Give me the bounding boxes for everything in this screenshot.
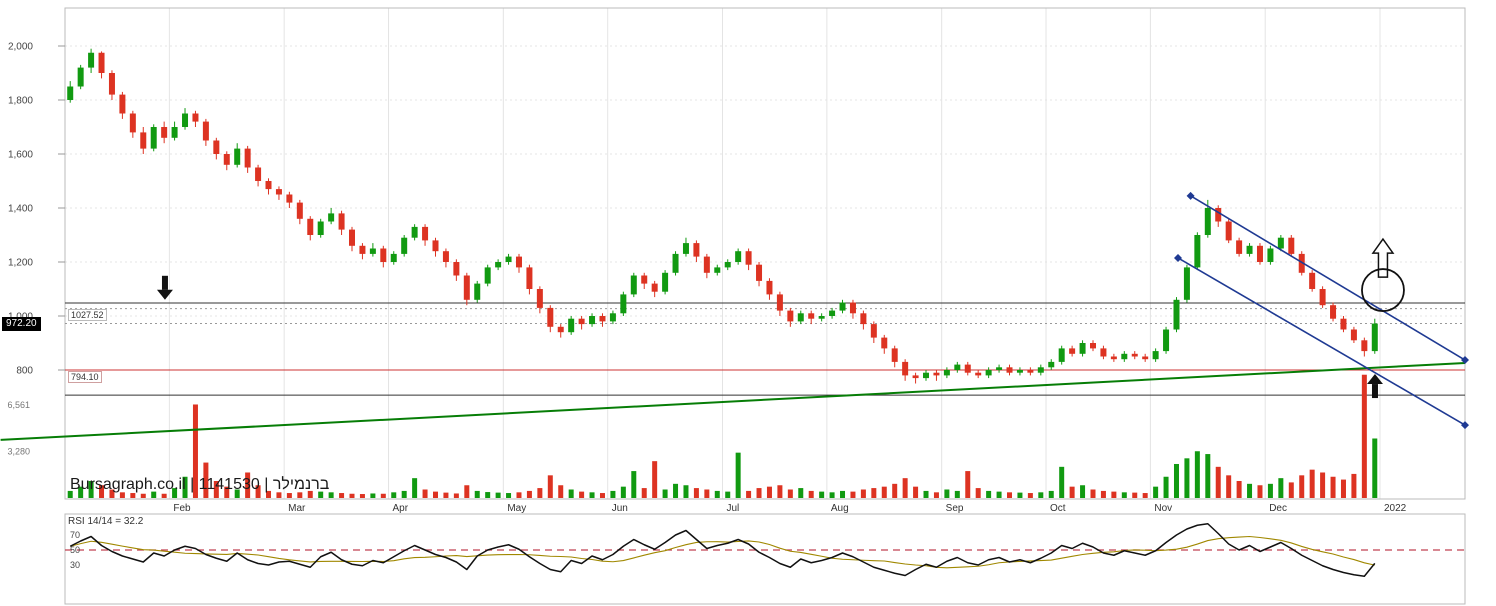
svg-text:Feb: Feb	[173, 503, 191, 514]
volume-bars	[67, 374, 1378, 498]
horizontal-price-lines	[65, 302, 1465, 396]
svg-text:3,280: 3,280	[7, 447, 30, 457]
svg-text:30: 30	[70, 560, 80, 570]
rsi-signal-line	[70, 535, 1375, 569]
support-price-label: 794.10	[68, 371, 102, 383]
hollow-up-arrow-circle-icon	[1361, 237, 1405, 312]
up-arrow-icon	[1366, 374, 1383, 399]
candles	[67, 48, 1378, 384]
svg-text:Sep: Sep	[946, 503, 964, 514]
svg-text:2,000: 2,000	[8, 42, 33, 53]
svg-text:Jun: Jun	[612, 503, 628, 514]
trendlines	[0, 191, 1469, 441]
svg-text:Aug: Aug	[831, 503, 849, 514]
svg-text:2022: 2022	[1384, 503, 1407, 514]
svg-text:1,400: 1,400	[8, 204, 33, 215]
svg-text:70: 70	[70, 530, 80, 540]
rsi-line	[69, 523, 1376, 577]
rsi-indicator-title: RSI 14/14 = 32.2	[68, 516, 144, 527]
current-price-badge: 972.20	[2, 317, 41, 331]
svg-text:1,800: 1,800	[8, 96, 33, 107]
down-arrow-icon	[156, 275, 173, 300]
svg-text:1,200: 1,200	[8, 258, 33, 269]
svg-text:Dec: Dec	[1269, 503, 1287, 514]
month-gridlines	[168, 8, 1381, 499]
svg-text:50: 50	[70, 545, 80, 555]
svg-text:800: 800	[16, 366, 33, 377]
svg-text:1,600: 1,600	[8, 150, 33, 161]
x-axis-labels: Feb Mar Apr May Jun Jul Aug Sep Oct Nov Dec 2022	[173, 503, 1406, 514]
price-gridlines	[65, 45, 1465, 371]
svg-text:Mar: Mar	[288, 503, 306, 514]
svg-text:Oct: Oct	[1050, 503, 1066, 514]
rsi-pane: 70 50 30	[65, 523, 1465, 577]
svg-text:May: May	[507, 503, 526, 514]
watermark-text: Bursagraph.co.il | 1141530 | ברנמילר	[70, 476, 330, 493]
pane-frames	[64, 7, 1466, 605]
svg-text:6,561: 6,561	[7, 400, 30, 410]
annotations	[156, 237, 1405, 399]
svg-text:Jul: Jul	[727, 503, 740, 514]
resistance-price-label: 1027.52	[68, 309, 107, 321]
svg-text:Apr: Apr	[393, 503, 409, 514]
svg-text:Nov: Nov	[1154, 503, 1172, 514]
